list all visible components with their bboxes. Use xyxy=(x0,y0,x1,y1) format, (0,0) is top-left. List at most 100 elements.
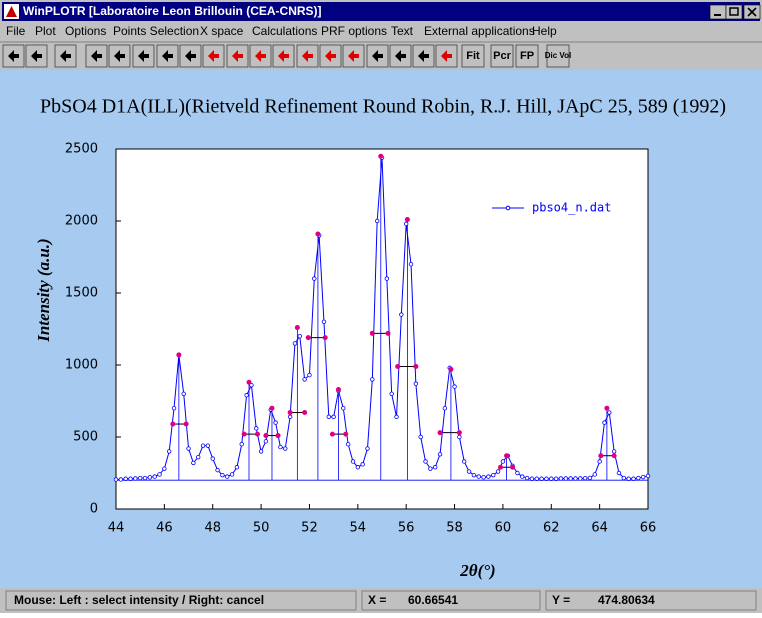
data-point xyxy=(196,454,201,460)
peak-top xyxy=(448,366,454,372)
title-bar xyxy=(2,2,760,21)
data-point xyxy=(399,312,404,317)
toolbar-icon xyxy=(8,50,19,62)
data-point xyxy=(321,319,327,324)
half-left xyxy=(598,453,604,459)
data-point xyxy=(331,414,336,420)
y-tick-label: 1000 xyxy=(65,358,98,373)
menu-item[interactable]: Calculations xyxy=(252,24,317,38)
data-point xyxy=(636,475,641,481)
data-point xyxy=(225,474,230,479)
x-tick-label: 56 xyxy=(398,521,415,536)
data-point xyxy=(254,426,259,431)
data-point xyxy=(621,475,627,481)
data-point xyxy=(515,470,520,476)
half-left xyxy=(305,335,311,341)
half-right xyxy=(510,464,516,470)
half-left xyxy=(497,464,503,470)
half-right xyxy=(322,335,328,341)
data-point xyxy=(524,475,530,481)
status-panel xyxy=(5,590,357,611)
toolbar-icon xyxy=(255,50,266,62)
plot: 44 46 48 50 52 54 56 58 60 62 64 66 0 500 1000 1500 2000… xyxy=(65,142,656,536)
peak-top xyxy=(404,217,410,223)
x-tick-label: 44 xyxy=(108,521,125,536)
status-bar: Mouse: Left : select intensity / Right: … xyxy=(5,590,757,611)
toolbar-button[interactable] xyxy=(546,44,570,68)
status-hint: Mouse: Left : select intensity / Right: … xyxy=(14,593,264,607)
data-point xyxy=(476,474,481,479)
data-point xyxy=(312,276,317,281)
menu-item[interactable]: Text xyxy=(391,24,414,38)
data-point xyxy=(229,472,235,477)
menu-item[interactable]: X space xyxy=(200,24,244,38)
menu-item[interactable]: Options xyxy=(65,24,106,38)
menu-item[interactable]: PRF options xyxy=(321,24,387,38)
toolbar-button[interactable] xyxy=(461,44,485,68)
data-point xyxy=(544,476,549,481)
y-tick-label: 1500 xyxy=(65,286,98,301)
toolbar-button[interactable] xyxy=(515,44,539,68)
x-tick-label: 48 xyxy=(204,521,221,536)
data-point xyxy=(394,414,399,420)
toolbar-icon xyxy=(372,50,383,62)
data-point xyxy=(413,381,419,386)
data-point xyxy=(466,469,472,474)
data-point xyxy=(563,476,568,481)
status-x-value: 60.66541 xyxy=(408,593,458,607)
data-point xyxy=(244,393,249,398)
toolbar-button[interactable] xyxy=(490,44,514,68)
maximize-button[interactable] xyxy=(725,4,743,20)
data-point xyxy=(573,476,578,481)
menu-item[interactable]: Plot xyxy=(35,24,56,38)
menu-item[interactable]: Points Selection xyxy=(113,24,199,38)
y-axis-label: Intensity (a.u.) xyxy=(34,238,53,342)
menu-item[interactable]: File xyxy=(6,24,26,38)
data-point xyxy=(553,476,559,481)
data-point xyxy=(162,466,167,471)
toolbar-icon xyxy=(208,50,219,62)
menu-item[interactable]: External applications xyxy=(424,24,535,38)
plot-area xyxy=(115,148,649,510)
half-right xyxy=(413,363,419,369)
data-point xyxy=(273,420,278,425)
data-point xyxy=(137,475,143,481)
data-point xyxy=(462,459,467,464)
half-left xyxy=(437,430,443,436)
minimize-glyph xyxy=(714,14,721,16)
minimize-button[interactable] xyxy=(709,4,727,20)
data-point xyxy=(539,476,544,481)
data-point xyxy=(428,466,433,471)
data-point xyxy=(442,406,448,411)
menu-bar: File Plot Options Points Selection X space Ca… xyxy=(6,24,557,38)
peak-top xyxy=(378,153,384,159)
maximize-glyph xyxy=(729,7,739,16)
data-point xyxy=(133,476,138,481)
data-point xyxy=(491,472,496,478)
half-right xyxy=(254,431,260,437)
legend-marker xyxy=(505,205,511,211)
data-point xyxy=(239,442,244,447)
data-point xyxy=(200,443,206,448)
data-point xyxy=(549,476,554,481)
half-right xyxy=(302,410,308,416)
x-tick-label: 54 xyxy=(350,521,367,536)
status-y-value: 474.80634 xyxy=(598,593,655,607)
toolbar-label: Dic Vol xyxy=(545,51,572,60)
menu-item[interactable]: Help xyxy=(532,24,557,38)
status-panel xyxy=(361,590,541,611)
data-point xyxy=(403,221,409,227)
data-point xyxy=(645,473,651,479)
peak-top xyxy=(176,352,182,358)
data-point xyxy=(283,446,288,451)
toolbar-icon xyxy=(232,50,243,62)
data-point xyxy=(578,476,583,481)
data-point xyxy=(374,218,380,224)
window-title: WinPLOTR [Laboratoire Leon Brillouin (CE… xyxy=(23,4,322,18)
data-point xyxy=(481,475,486,480)
toolbar-icon xyxy=(302,50,313,62)
data-point xyxy=(500,459,506,464)
data-point xyxy=(128,476,133,481)
